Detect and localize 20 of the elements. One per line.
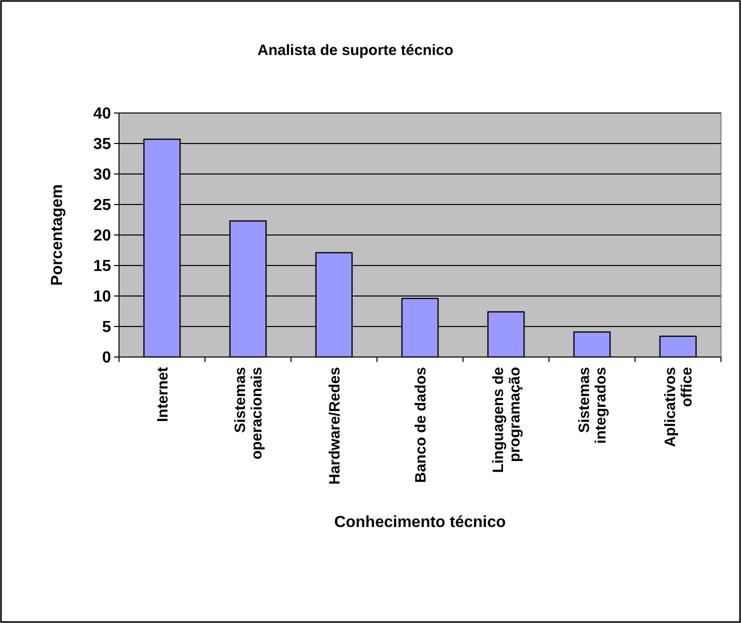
x-tick-label: Linguagens de programação (490, 367, 524, 473)
y-tick-label: 15 (93, 258, 112, 276)
x-axis-title: Conhecimento técnico (334, 514, 506, 531)
x-tick-label: Aplicativos office (662, 367, 696, 448)
y-tick-label: 5 (102, 319, 112, 336)
x-tick-label: Internet (154, 367, 172, 422)
y-tick-label: 40 (93, 106, 112, 123)
chart-title: Analista de suporte técnico (258, 42, 454, 59)
x-tick-label: Sistemas operacionais (232, 367, 266, 460)
y-axis-title: Porcentagem (49, 184, 66, 286)
bar (659, 336, 697, 358)
y-tick-label: 10 (93, 288, 112, 306)
x-tick-label: Banco de dados (412, 367, 430, 483)
y-tick-label: 0 (102, 350, 112, 367)
bar (573, 331, 611, 358)
y-tick-label: 25 (93, 197, 112, 214)
y-tick-label: 20 (93, 228, 112, 245)
x-tick-label: Hardware/Redes (326, 367, 344, 485)
y-tick-label: 35 (93, 136, 112, 154)
y-tick-label: 30 (93, 166, 112, 184)
